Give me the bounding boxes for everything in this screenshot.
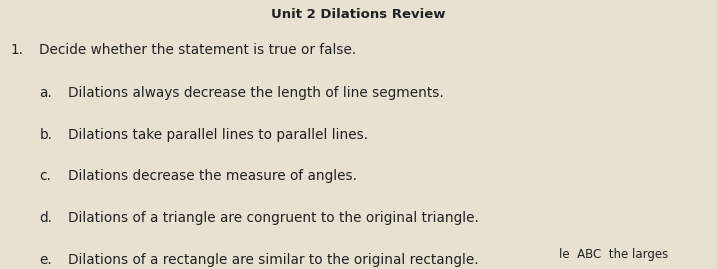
Text: c.: c. bbox=[39, 169, 52, 183]
Text: Dilations always decrease the length of line segments.: Dilations always decrease the length of … bbox=[68, 86, 444, 100]
Text: Dilations decrease the measure of angles.: Dilations decrease the measure of angles… bbox=[68, 169, 357, 183]
Text: le  ABC  the larges: le ABC the larges bbox=[559, 248, 668, 261]
Text: 1.: 1. bbox=[11, 43, 24, 57]
Text: e.: e. bbox=[39, 253, 52, 267]
Text: b.: b. bbox=[39, 128, 52, 142]
Text: Decide whether the statement is true or false.: Decide whether the statement is true or … bbox=[39, 43, 356, 57]
Text: a.: a. bbox=[39, 86, 52, 100]
Text: Dilations take parallel lines to parallel lines.: Dilations take parallel lines to paralle… bbox=[68, 128, 369, 142]
Text: d.: d. bbox=[39, 211, 52, 225]
Text: Unit 2 Dilations Review: Unit 2 Dilations Review bbox=[271, 8, 446, 21]
Text: Dilations of a triangle are congruent to the original triangle.: Dilations of a triangle are congruent to… bbox=[68, 211, 479, 225]
Text: Dilations of a rectangle are similar to the original rectangle.: Dilations of a rectangle are similar to … bbox=[68, 253, 479, 267]
